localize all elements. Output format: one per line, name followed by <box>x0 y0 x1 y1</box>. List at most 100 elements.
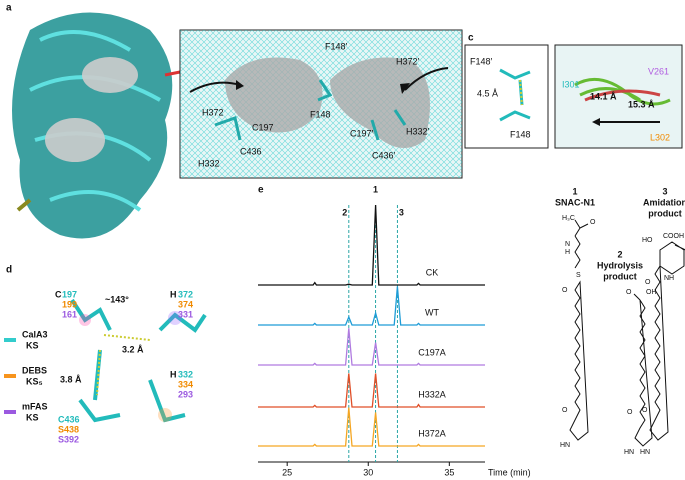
compound-name: product <box>648 208 682 218</box>
atom: N <box>565 241 570 248</box>
residue-label: C436 <box>58 414 80 424</box>
legend-swatch <box>4 338 16 342</box>
atom: O <box>562 407 568 414</box>
residue-label: H372 <box>202 107 224 117</box>
arrow <box>189 67 449 93</box>
residue-label: C436 <box>240 146 262 156</box>
residue-label: I301 <box>562 79 580 89</box>
structure <box>569 219 685 447</box>
residue-number: 331 <box>178 309 193 319</box>
panel-letter: c <box>468 33 474 44</box>
trace-label: CK <box>426 267 439 277</box>
distance-label: 15.3 Å <box>628 99 655 109</box>
compound-name: SNAC-N1 <box>555 197 595 207</box>
peak-label: 1 <box>373 184 378 194</box>
x-tick-label: 25 <box>282 467 292 477</box>
residue-label: H <box>170 369 177 379</box>
atom: NH <box>664 275 674 282</box>
x-axis-label: Time (min) <box>488 467 531 477</box>
legend-swatch <box>4 410 16 414</box>
atom: COOH <box>663 233 684 240</box>
distance-label: 3.8 Å <box>60 374 82 384</box>
trace-label: H332A <box>418 389 446 399</box>
atom: HN <box>560 442 570 449</box>
residue-number: 374 <box>178 299 193 309</box>
atom: HN <box>624 449 634 456</box>
legend-name: KS₅ <box>26 376 43 386</box>
atom: HO <box>642 237 653 244</box>
trace-label: C197A <box>418 347 446 357</box>
distance-label: 3.2 Å <box>122 344 144 354</box>
legend-name: mFAS <box>22 401 48 411</box>
legend-name: KS <box>26 340 39 350</box>
loop <box>574 77 671 106</box>
arrow-head <box>592 118 600 126</box>
loop <box>584 89 661 102</box>
angle-label: ~143° <box>105 294 129 304</box>
compound-number: 1 <box>572 186 577 196</box>
atom: O <box>642 407 648 414</box>
compound-number: 2 <box>617 249 622 259</box>
legend-name: CalA3 <box>22 329 48 339</box>
atom: H <box>565 249 570 256</box>
residue-label: S438 <box>58 424 79 434</box>
atom: OH <box>646 289 657 296</box>
compound-number: 3 <box>662 186 667 196</box>
residue-label: S392 <box>58 434 79 444</box>
trace <box>258 286 485 326</box>
residue-label: H332′ <box>406 126 430 136</box>
atom: S <box>576 272 581 279</box>
residue-number: 293 <box>178 389 193 399</box>
residue-label: C436′ <box>372 150 396 160</box>
residue-label: F148 <box>510 129 531 139</box>
trace-label: H372A <box>418 428 446 438</box>
distance <box>519 79 523 106</box>
residue-label: C197 <box>252 122 274 132</box>
atom: HN <box>640 449 650 456</box>
trace <box>258 373 485 408</box>
residue-label: L302 <box>650 132 670 142</box>
residue-number: 372 <box>178 289 193 299</box>
residue-number: 334 <box>178 379 193 389</box>
x-tick-label: 30 <box>363 467 373 477</box>
residue-label: F148′ <box>470 56 493 66</box>
trace <box>258 407 485 447</box>
residue-stick <box>214 79 407 141</box>
trace-label: WT <box>425 307 439 317</box>
residue-label: F148′ <box>325 41 348 51</box>
residue-label: V261 <box>648 66 669 76</box>
atom: O <box>626 289 632 296</box>
legend-name: DEBS <box>22 365 47 375</box>
residue-label: C <box>55 289 62 299</box>
residue-label: C197′ <box>350 128 374 138</box>
legend-name: KS <box>26 412 39 422</box>
trace <box>258 328 485 366</box>
residue-number: 332 <box>178 369 193 379</box>
atom: H₃C <box>562 215 575 222</box>
trace <box>258 204 485 286</box>
residue-number: 197 <box>62 289 77 299</box>
residue-label: F148 <box>310 109 331 119</box>
compound-name: Hydrolysis <box>597 260 643 270</box>
panel-letter: a <box>6 3 12 14</box>
peak-label: 3 <box>399 207 404 217</box>
compound-name: Amidation <box>643 197 685 207</box>
residue-label: H <box>170 289 177 299</box>
compound-name: product <box>603 271 637 281</box>
atom: O <box>562 287 568 294</box>
active-site <box>70 298 207 423</box>
residue-number: 199 <box>62 299 77 309</box>
distance-label: 4.5 Å <box>477 88 498 98</box>
tunnel-surface <box>225 57 430 148</box>
atom: O <box>590 219 596 226</box>
panel-letter: e <box>258 185 264 196</box>
residue-label: H372′ <box>396 56 420 66</box>
atom: O <box>645 279 651 286</box>
x-tick-label: 35 <box>444 467 454 477</box>
panel-letter: d <box>6 265 12 276</box>
peak-label: 2 <box>342 207 347 217</box>
legend-swatch <box>4 374 16 378</box>
distance-label: 14.1 Å <box>590 91 617 101</box>
panel-frame <box>554 44 683 149</box>
